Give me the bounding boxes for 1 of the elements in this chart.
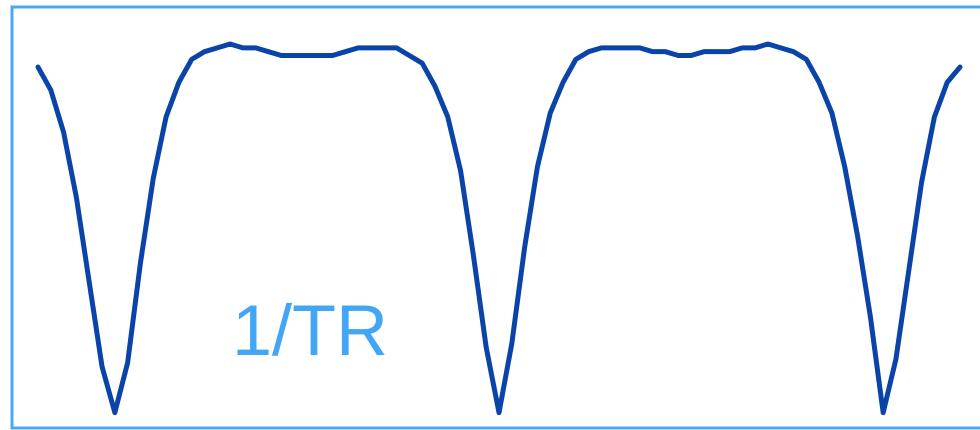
- annotation: 1/TR: [232, 291, 388, 371]
